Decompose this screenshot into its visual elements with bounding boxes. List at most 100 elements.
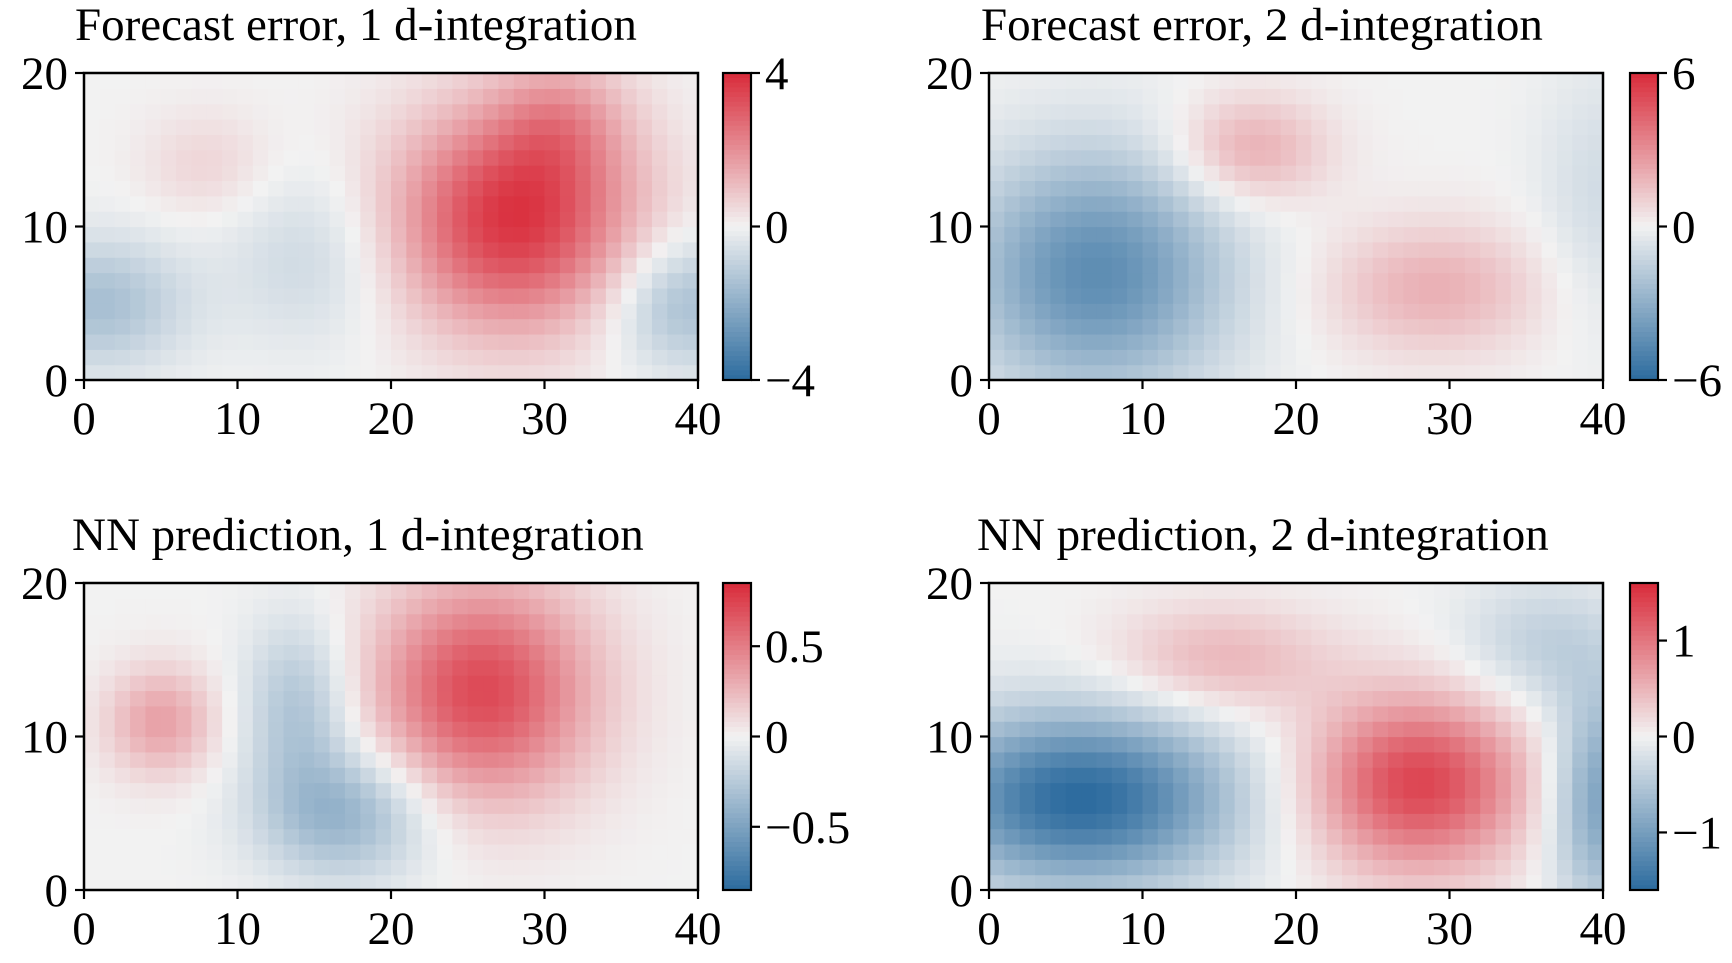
heatmap-cell bbox=[391, 180, 407, 197]
heatmap-cell bbox=[682, 874, 699, 891]
heatmap-cell bbox=[283, 767, 300, 784]
heatmap-cell bbox=[268, 103, 285, 120]
heatmap-cell bbox=[513, 88, 530, 105]
heatmap-cell bbox=[575, 119, 592, 135]
heatmap-cell bbox=[1449, 103, 1466, 120]
heatmap-cell bbox=[1480, 241, 1497, 258]
heatmap-cell bbox=[406, 88, 423, 105]
heatmap-cell bbox=[1096, 797, 1113, 814]
colorbar-segment bbox=[1630, 837, 1658, 843]
heatmap-cell bbox=[452, 797, 469, 814]
heatmap-cell bbox=[1019, 119, 1036, 135]
heatmap-cell bbox=[329, 333, 346, 350]
heatmap-cell bbox=[1572, 134, 1589, 151]
x-tick-label: 0 bbox=[977, 903, 1001, 955]
heatmap-cell bbox=[84, 644, 100, 661]
heatmap-cell bbox=[1050, 195, 1067, 212]
heatmap-cell bbox=[1111, 333, 1128, 350]
heatmap-cell bbox=[513, 828, 530, 845]
heatmap-cell bbox=[1357, 629, 1374, 645]
heatmap-cell bbox=[1219, 73, 1236, 89]
heatmap-cell bbox=[1342, 721, 1358, 738]
heatmap-cell bbox=[283, 797, 300, 814]
colorbar-segment bbox=[723, 693, 751, 699]
heatmap-cell bbox=[237, 813, 254, 830]
heatmap-cell bbox=[1480, 813, 1497, 830]
heatmap-cell bbox=[298, 613, 315, 630]
heatmap-cell bbox=[1480, 195, 1497, 212]
heatmap-cell bbox=[1403, 303, 1420, 320]
heatmap-cell bbox=[544, 583, 561, 599]
heatmap-cell bbox=[283, 73, 300, 89]
heatmap-cell bbox=[360, 675, 377, 692]
heatmap-cell bbox=[1480, 613, 1497, 630]
heatmap-cell bbox=[252, 598, 269, 615]
heatmap-cell bbox=[160, 134, 177, 151]
heatmap-cell bbox=[329, 629, 346, 645]
heatmap-cell bbox=[1249, 874, 1266, 891]
heatmap-cell bbox=[1234, 613, 1251, 630]
heatmap-cell bbox=[1234, 272, 1251, 289]
heatmap-cell bbox=[1188, 797, 1205, 814]
colorbar-segment bbox=[723, 770, 751, 776]
colorbar-segment bbox=[723, 626, 751, 632]
colorbar-segment bbox=[723, 82, 751, 88]
heatmap-cell bbox=[1418, 103, 1435, 120]
heatmap-cell bbox=[268, 195, 285, 212]
heatmap-cell bbox=[1388, 349, 1405, 366]
heatmap-cell bbox=[268, 149, 285, 166]
heatmap-cell bbox=[1556, 859, 1573, 876]
heatmap-cell bbox=[1280, 751, 1297, 768]
heatmap-cell bbox=[1572, 318, 1589, 335]
heatmap-cell bbox=[84, 705, 100, 722]
heatmap-cell bbox=[989, 843, 1005, 860]
heatmap-cell bbox=[1372, 165, 1389, 182]
heatmap-cell bbox=[1188, 843, 1205, 860]
heatmap-cell bbox=[160, 736, 177, 753]
heatmap-cell bbox=[222, 211, 239, 228]
heatmap-cell bbox=[1495, 782, 1512, 799]
heatmap-cell bbox=[1526, 318, 1543, 335]
heatmap-cell bbox=[1480, 644, 1497, 661]
x-tick-label: 30 bbox=[521, 903, 568, 955]
heatmap-cell bbox=[1004, 134, 1021, 151]
heatmap-cell bbox=[1203, 736, 1220, 753]
heatmap-cell bbox=[513, 751, 530, 768]
heatmap-cell bbox=[1357, 211, 1374, 228]
heatmap-cell bbox=[145, 736, 162, 753]
heatmap-cell bbox=[314, 598, 331, 615]
heatmap-cell bbox=[1403, 598, 1420, 615]
heatmap-cell bbox=[575, 287, 592, 304]
heatmap-cell bbox=[467, 195, 484, 212]
heatmap-cell bbox=[1173, 843, 1190, 860]
colorbar-segment bbox=[1630, 616, 1658, 622]
heatmap-cell bbox=[621, 675, 638, 692]
heatmap-cell bbox=[1357, 828, 1374, 845]
heatmap-cell bbox=[391, 73, 407, 89]
heatmap-cell bbox=[437, 287, 453, 304]
colorbar: 0.50−0.5 bbox=[721, 581, 850, 892]
heatmap-cell bbox=[1142, 874, 1159, 891]
colorbar-segment bbox=[1630, 659, 1658, 666]
colorbar-segment bbox=[1630, 717, 1658, 723]
heatmap-cell bbox=[1587, 180, 1604, 197]
heatmap-cell bbox=[1004, 287, 1021, 304]
colorbar-segment bbox=[723, 149, 751, 156]
heatmap-cell bbox=[1081, 226, 1098, 243]
heatmap-cell bbox=[1541, 119, 1558, 135]
heatmap-cell bbox=[1449, 767, 1466, 784]
heatmap-cell bbox=[1311, 364, 1328, 381]
heatmap-cell bbox=[1296, 751, 1312, 768]
heatmap-cell bbox=[1219, 103, 1236, 120]
heatmap-cell bbox=[667, 211, 684, 228]
heatmap-cell bbox=[667, 751, 684, 768]
heatmap-cell bbox=[636, 751, 653, 768]
heatmap-cell bbox=[989, 211, 1005, 228]
heatmap-cell bbox=[406, 813, 423, 830]
heatmap-cell bbox=[252, 767, 269, 784]
heatmap-cell bbox=[1311, 736, 1328, 753]
heatmap-cell bbox=[437, 859, 453, 876]
colorbar-segment bbox=[723, 650, 751, 656]
heatmap-cell bbox=[621, 583, 638, 599]
heatmap-cell bbox=[1434, 318, 1451, 335]
